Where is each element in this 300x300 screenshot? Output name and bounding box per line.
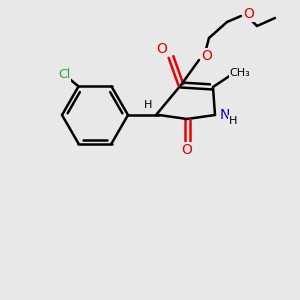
Text: H: H <box>229 116 237 126</box>
Text: O: O <box>182 143 192 157</box>
Text: O: O <box>157 42 167 56</box>
Text: CH₃: CH₃ <box>230 68 250 78</box>
Text: H: H <box>144 100 152 110</box>
Text: Cl: Cl <box>58 68 70 81</box>
Text: O: O <box>244 7 254 21</box>
Text: N: N <box>220 108 230 122</box>
Text: O: O <box>202 49 212 63</box>
